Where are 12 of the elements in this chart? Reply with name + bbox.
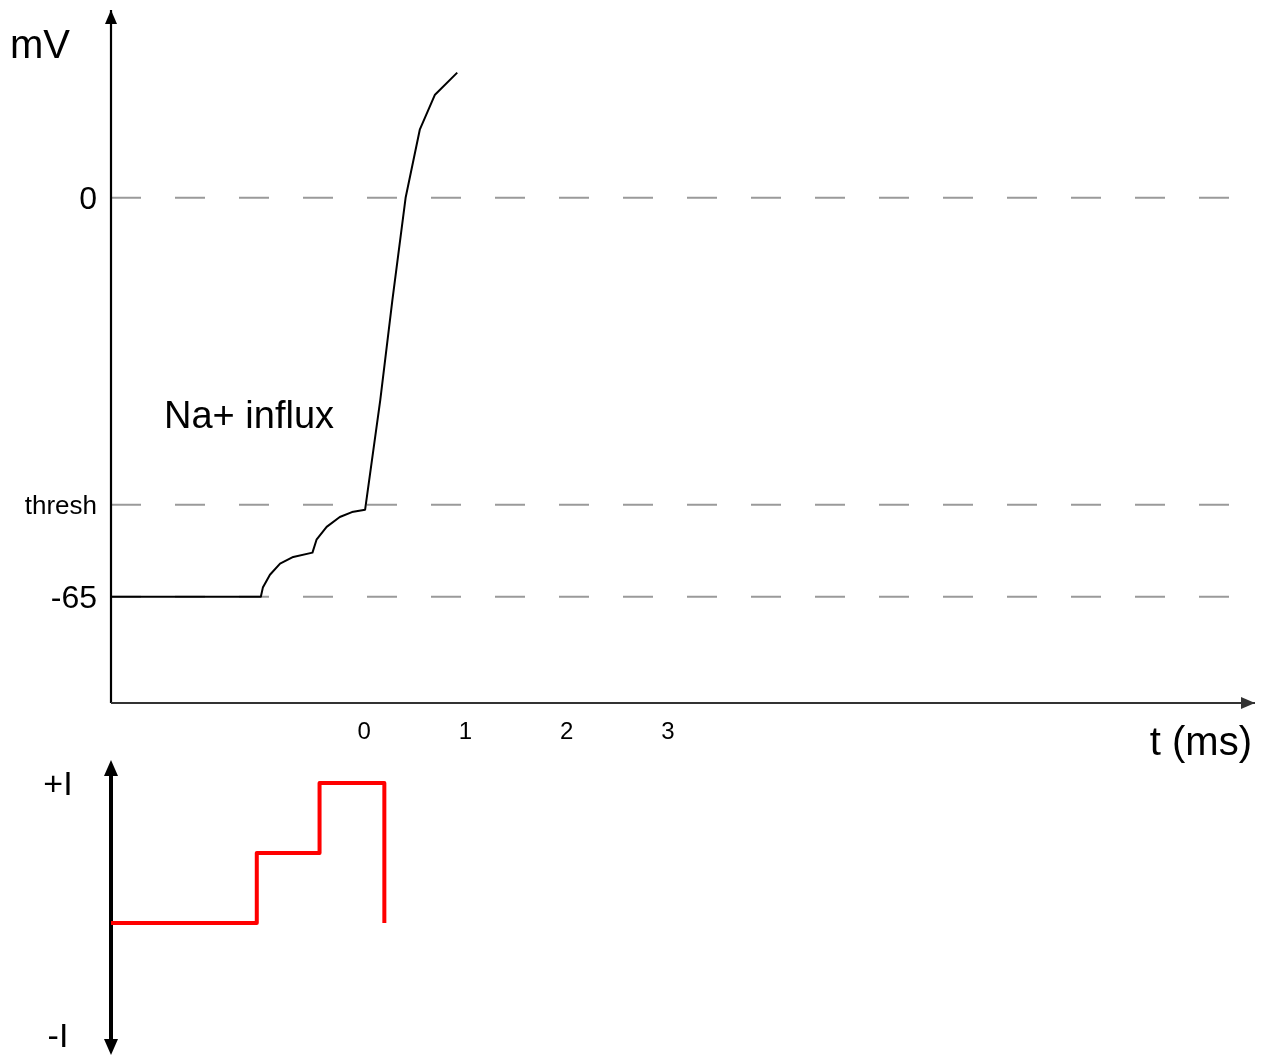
x-tick-label: 2 <box>559 717 574 744</box>
text: -I <box>47 1016 69 1054</box>
y-axis-title: mV <box>10 22 71 66</box>
annotation: Na+ influx <box>164 394 335 436</box>
x-axis-title: t (ms) <box>1149 719 1252 763</box>
text: +I <box>43 764 73 802</box>
x-tick-label: 1 <box>458 717 473 744</box>
x-tick-label: 0 <box>357 717 371 744</box>
x-tick-label: 3 <box>661 717 675 744</box>
y-tick-label: -65 <box>50 578 97 615</box>
y-tick-label: 0 <box>79 179 97 216</box>
y-tick-label: thresh <box>24 489 97 520</box>
